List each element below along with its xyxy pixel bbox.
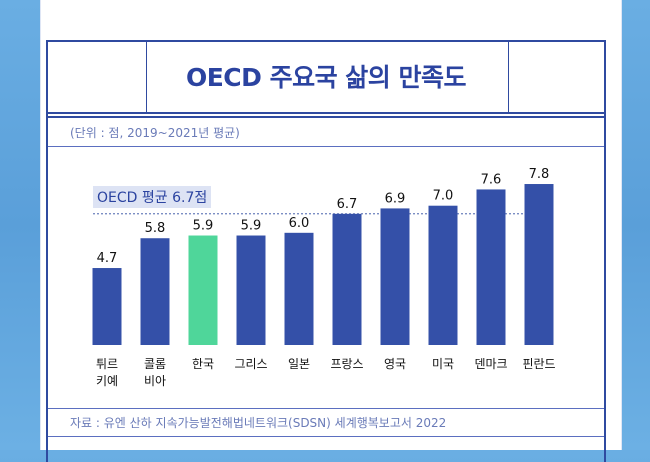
divider bbox=[48, 436, 604, 437]
category-label: 미국 bbox=[432, 357, 454, 371]
data-label: 7.0 bbox=[433, 189, 454, 204]
bar bbox=[284, 232, 314, 345]
source-note: 자료 : 유엔 산하 지속가능발전해법네트워크(SDSN) 세계행복보고서 20… bbox=[70, 416, 447, 430]
category-label: 핀란드 bbox=[522, 357, 555, 371]
divider bbox=[48, 408, 604, 409]
data-label: 6.7 bbox=[337, 197, 358, 212]
divider bbox=[48, 116, 604, 118]
category-label: 일본 bbox=[288, 357, 310, 371]
divider bbox=[48, 146, 604, 147]
bar bbox=[188, 235, 218, 345]
data-label: 6.0 bbox=[289, 216, 310, 231]
category-label: 그리스 bbox=[234, 357, 267, 371]
category-label: 키예 bbox=[96, 374, 118, 388]
bar bbox=[380, 208, 410, 345]
data-label: 7.6 bbox=[481, 172, 502, 187]
bar bbox=[236, 235, 266, 345]
bar bbox=[332, 213, 362, 345]
data-label: 4.7 bbox=[97, 251, 118, 266]
category-label: 영국 bbox=[384, 357, 406, 371]
category-label: 콜롬 bbox=[144, 357, 166, 371]
bar bbox=[476, 189, 506, 345]
category-label: 프랑스 bbox=[330, 357, 363, 371]
oecd-average-label: OECD 평균 6.7점 bbox=[93, 186, 212, 208]
data-label: 5.9 bbox=[241, 219, 262, 234]
data-label: 7.8 bbox=[529, 167, 550, 182]
bar bbox=[140, 238, 170, 345]
bar bbox=[92, 268, 122, 345]
category-label: 비아 bbox=[144, 374, 166, 388]
data-label: 6.9 bbox=[385, 191, 406, 206]
chart-frame: OECD 주요국 삶의 만족도 (단위 : 점, 2019~2021년 평균) … bbox=[46, 40, 606, 462]
category-label: 덴마크 bbox=[474, 357, 507, 371]
category-label: 튀르 bbox=[96, 357, 118, 371]
bar bbox=[428, 205, 458, 345]
title-row: OECD 주요국 삶의 만족도 bbox=[48, 42, 604, 114]
chart-title: OECD 주요국 삶의 만족도 bbox=[185, 63, 467, 92]
divider bbox=[508, 42, 509, 112]
unit-subtitle: (단위 : 점, 2019~2021년 평균) bbox=[70, 126, 240, 140]
divider bbox=[146, 42, 147, 112]
data-label: 5.8 bbox=[145, 221, 166, 236]
bar bbox=[524, 184, 554, 345]
data-label: 5.9 bbox=[193, 219, 214, 234]
category-label: 한국 bbox=[192, 357, 214, 371]
